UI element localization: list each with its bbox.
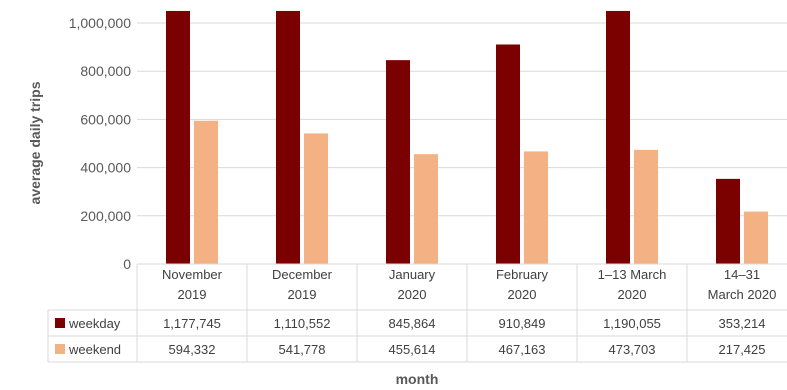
y-axis-title: average daily trips xyxy=(27,81,43,204)
bar-weekend xyxy=(634,149,658,264)
table-cell-weekend: 217,425 xyxy=(719,342,766,357)
category-label: 2020 xyxy=(398,287,427,302)
category-label: 2020 xyxy=(508,287,537,302)
table-cell-weekday: 353,214 xyxy=(719,316,766,331)
category-label: January xyxy=(389,267,436,282)
legend-label-weekday: weekday xyxy=(68,316,121,331)
x-axis-title: month xyxy=(396,371,439,387)
category-label: 14–31 xyxy=(724,267,760,282)
table-cell-weekday: 1,110,552 xyxy=(274,316,331,331)
table-cell-weekday: 1,177,745 xyxy=(163,316,221,331)
category-label: February xyxy=(496,267,549,282)
category-label: December xyxy=(272,267,333,282)
category-label: November xyxy=(162,267,223,282)
bar-weekday xyxy=(276,10,300,265)
table-cell-weekend: 594,332 xyxy=(169,342,216,357)
bar-weekday xyxy=(716,178,740,264)
bar-weekend xyxy=(194,120,218,264)
bar-weekday xyxy=(606,10,630,265)
legend-swatch-weekend xyxy=(55,344,65,354)
y-axis-ticks: 0 200,000 400,000 600,000 800,000 1,000,000 xyxy=(69,15,132,272)
table-cell-weekend: 541,778 xyxy=(279,342,326,357)
y-tick-label: 400,000 xyxy=(80,160,131,176)
bar-weekday xyxy=(386,60,410,264)
table-cell-weekend: 473,703 xyxy=(609,342,656,357)
category-label: 2019 xyxy=(178,287,207,302)
y-tick-label: 200,000 xyxy=(80,208,131,224)
bar-weekend xyxy=(304,133,328,264)
legend-label-weekend: weekend xyxy=(68,342,121,357)
category-label: March 2020 xyxy=(708,287,777,302)
bar-weekend xyxy=(524,151,548,264)
table-cell-weekend: 455,614 xyxy=(389,342,436,357)
bar-weekday xyxy=(496,44,520,265)
y-tick-label: 600,000 xyxy=(80,111,131,127)
table-cell-weekday: 1,190,055 xyxy=(603,316,661,331)
gridlines xyxy=(137,22,787,217)
category-label: 1–13 March xyxy=(598,267,667,282)
legend-swatch-weekday xyxy=(55,318,65,328)
table-cell-weekday: 845,864 xyxy=(389,316,436,331)
table-cell-weekend: 467,163 xyxy=(499,342,546,357)
category-label: 2019 xyxy=(288,287,317,302)
bar-weekend xyxy=(414,154,438,264)
category-label: 2020 xyxy=(618,287,647,302)
bar-weekend xyxy=(744,211,768,264)
y-tick-label: 1,000,000 xyxy=(69,15,131,31)
y-tick-label: 0 xyxy=(123,256,131,272)
bars xyxy=(166,10,768,265)
bar-weekday xyxy=(166,10,190,265)
table-cell-weekday: 910,849 xyxy=(499,316,546,331)
data-table: November 2019 December 2019 January 2020 Febru… xyxy=(47,263,787,363)
y-tick-label: 800,000 xyxy=(80,63,131,79)
